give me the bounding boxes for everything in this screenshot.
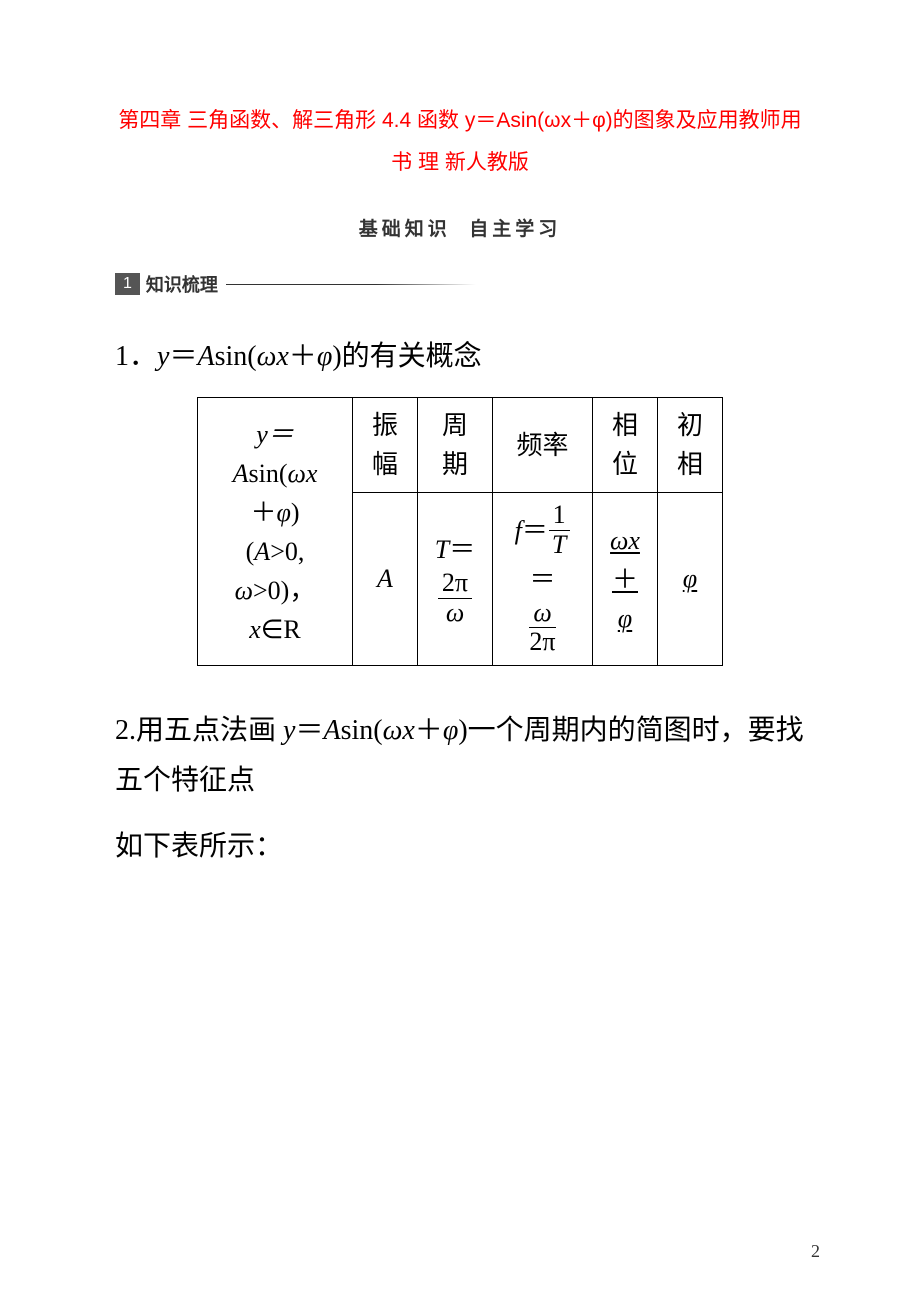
lhs-omega: ω bbox=[287, 459, 305, 488]
freq2-num: ω bbox=[529, 599, 555, 629]
ph-c2: 位 bbox=[612, 445, 638, 484]
p2-y: y bbox=[283, 715, 295, 746]
freq-eq2: ＝ bbox=[529, 560, 555, 599]
per-c2: 期 bbox=[442, 445, 468, 484]
var-omega: ω bbox=[257, 341, 277, 372]
period-T: T＝ bbox=[435, 530, 475, 569]
table-row: y＝ Asin(ωx ＋φ) (A>0, ω>0)， x∈R 振幅 周期 频率 … bbox=[198, 398, 723, 493]
lhs-plus: ＋ bbox=[250, 498, 276, 527]
lhs-stack: y＝ Asin(ωx ＋φ) (A>0, ω>0)， x∈R bbox=[208, 415, 342, 649]
T-var: T bbox=[435, 535, 449, 564]
lhs-x: x bbox=[306, 459, 318, 488]
lhs-line4: (A>0, bbox=[246, 532, 305, 571]
T-eq: ＝ bbox=[449, 535, 475, 564]
lhs-gt2: >0)， bbox=[253, 576, 315, 605]
freq-frac2: ω 2π bbox=[525, 599, 559, 657]
p2-plus: ＋ bbox=[415, 715, 443, 746]
lhs-x2: x bbox=[249, 615, 261, 644]
freq1-num: 1 bbox=[549, 501, 570, 531]
lhs-line3: ＋φ) bbox=[250, 493, 299, 532]
p2-omega: ω bbox=[383, 715, 403, 746]
phase-phi: φ bbox=[618, 599, 632, 638]
lhs-phi: φ bbox=[276, 498, 290, 527]
f-var: f bbox=[515, 511, 522, 550]
period-frac: 2π ω bbox=[438, 569, 472, 627]
lhs-gt1: >0, bbox=[270, 537, 304, 566]
var-A: A bbox=[197, 341, 214, 372]
close-paren: ) bbox=[332, 341, 341, 372]
freq1-den: T bbox=[548, 531, 570, 560]
intro-text: 的有关概念 bbox=[342, 341, 482, 372]
lhs-A: A bbox=[233, 459, 249, 488]
hdr-period: 周期 bbox=[418, 398, 493, 493]
page-number: 2 bbox=[811, 1241, 820, 1262]
p2-num: 2. bbox=[115, 715, 136, 746]
freq-line1: f＝1T bbox=[515, 501, 571, 559]
lhs-y: y＝ bbox=[256, 420, 294, 449]
lhs-close: ) bbox=[291, 498, 300, 527]
phase-plus: ＋ bbox=[612, 560, 638, 599]
var-y: y bbox=[157, 341, 169, 372]
point2-text-line2: 如下表所示： bbox=[115, 822, 805, 872]
sin-open: sin( bbox=[215, 341, 257, 372]
lhs-line1: y＝ bbox=[256, 415, 294, 454]
var-x: x bbox=[276, 341, 288, 372]
hdr-initphase: 初相 bbox=[658, 398, 723, 493]
amp-val: A bbox=[377, 564, 393, 593]
ip-c2: 相 bbox=[677, 445, 703, 484]
val-initphase: φ bbox=[658, 493, 723, 665]
p2-close: ) bbox=[458, 715, 467, 746]
section-header: 1 知识梳理 bbox=[115, 271, 805, 297]
phase-wx: ωx bbox=[610, 521, 640, 560]
freq-frac1: 1T bbox=[548, 501, 570, 559]
per-c1: 周 bbox=[442, 406, 468, 445]
period-num: 2π bbox=[438, 569, 472, 599]
concept-intro: 1．y＝Asin(ωx＋φ)的有关概念 bbox=[115, 332, 805, 382]
var-phi: φ bbox=[317, 341, 333, 372]
amp-c1: 振 bbox=[372, 406, 398, 445]
item-number: 1． bbox=[115, 341, 157, 372]
freq2-den: 2π bbox=[525, 628, 559, 657]
val-phase: ωx ＋ φ bbox=[593, 493, 658, 665]
subtitle-left: 基础知识 bbox=[359, 219, 451, 240]
ph-c1: 相 bbox=[612, 406, 638, 445]
p2-phi: φ bbox=[443, 715, 459, 746]
val-amplitude: A bbox=[353, 493, 418, 665]
point2-text: 2.用五点法画 y＝Asin(ωx＋φ)一个周期内的简图时，要找五个特征点 bbox=[115, 706, 805, 807]
hdr-phase: 相位 bbox=[593, 398, 658, 493]
lhs-cell: y＝ Asin(ωx ＋φ) (A>0, ω>0)， x∈R bbox=[198, 398, 353, 665]
f-eq: ＝ bbox=[522, 511, 548, 550]
p2-sin: sin( bbox=[341, 715, 383, 746]
hdr-frequency: 频率 bbox=[493, 398, 593, 493]
subtitle-right: 自主学习 bbox=[469, 219, 561, 240]
p2-eq: ＝ bbox=[295, 715, 323, 746]
lhs-line5: ω>0)， bbox=[235, 571, 316, 610]
eq-sign: ＝ bbox=[169, 341, 197, 372]
p2-t1: 用五点法画 bbox=[136, 715, 283, 746]
val-period: T＝ 2π ω bbox=[418, 493, 493, 665]
lhs-in: ∈R bbox=[261, 615, 301, 644]
lhs-omega2: ω bbox=[235, 576, 253, 605]
subtitle: 基础知识 自主学习 bbox=[115, 214, 805, 241]
p2-A: A bbox=[323, 715, 340, 746]
amp-c2: 幅 bbox=[372, 445, 398, 484]
chapter-title: 第四章 三角函数、解三角形 4.4 函数 y＝Asin(ωx＋φ)的图象及应用教… bbox=[115, 100, 805, 184]
val-frequency: f＝1T ＝ ω 2π bbox=[493, 493, 593, 665]
lhs-line2: Asin(ωx bbox=[233, 454, 318, 493]
lhs-A2: A bbox=[254, 537, 270, 566]
concept-table: y＝ Asin(ωx ＋φ) (A>0, ω>0)， x∈R 振幅 周期 频率 … bbox=[197, 397, 723, 665]
lhs-sin: sin( bbox=[248, 459, 287, 488]
plus: ＋ bbox=[289, 341, 317, 372]
p2-x: x bbox=[402, 715, 414, 746]
section-badge: 1 bbox=[115, 273, 140, 295]
lhs-line6: x∈R bbox=[249, 610, 301, 649]
ip-c1: 初 bbox=[677, 406, 703, 445]
period-den: ω bbox=[442, 599, 468, 628]
section-label: 知识梳理 bbox=[146, 271, 218, 297]
lhs-open2: ( bbox=[246, 537, 255, 566]
hdr-amplitude: 振幅 bbox=[353, 398, 418, 493]
initphase-val: φ bbox=[683, 564, 697, 593]
section-divider bbox=[226, 284, 476, 285]
